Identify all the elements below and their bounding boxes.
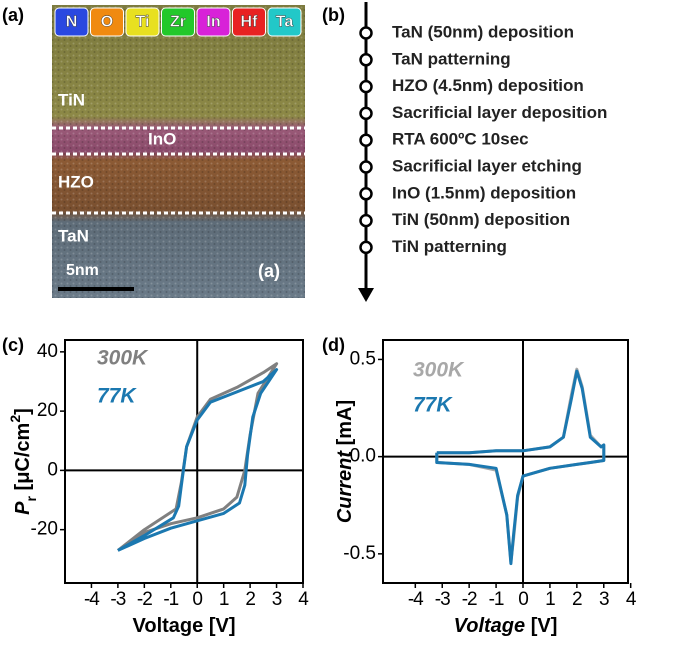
x-axis-label-part: Voltage [V] <box>133 615 236 637</box>
arrow-head <box>358 288 374 302</box>
element-symbol: Ta <box>276 14 294 31</box>
y-tick-label: 20 <box>37 400 58 421</box>
step-node <box>359 160 373 174</box>
y-tick-label: -20 <box>31 519 58 540</box>
element-symbol: Ti <box>136 14 150 31</box>
inner-label: (a) <box>258 261 280 281</box>
step-label: RTA 600ºC 10sec <box>392 130 529 149</box>
y-tick-label: 0.0 <box>350 446 376 467</box>
data-line <box>117 368 279 552</box>
x-tick-label: 3 <box>272 589 282 610</box>
y-tick-label: 0.5 <box>350 348 376 369</box>
element-symbol: O <box>101 14 113 31</box>
plot-frame <box>382 339 629 584</box>
element-badge <box>161 7 195 37</box>
panel-label: (d) <box>322 335 345 355</box>
element-symbol: N <box>66 14 78 31</box>
x-axis-label-part: [V] <box>525 615 557 637</box>
x-tick-label: 4 <box>626 589 637 610</box>
panel-label: (b) <box>322 5 345 25</box>
legend-entry: 77K <box>97 385 137 408</box>
x-axis-label: Voltage [V] <box>454 615 558 637</box>
plot-frame <box>64 339 304 584</box>
step-label: TaN (50nm) deposition <box>392 22 574 41</box>
step-label: HZO (4.5nm) deposition <box>392 76 584 95</box>
y-axis-label-part: Current <box>334 450 356 524</box>
x-axis-label-part: Voltage <box>454 615 526 637</box>
x-tick-label: -2 <box>462 589 477 610</box>
x-axis-label: Voltage [V] <box>133 615 236 637</box>
element-symbol: Zr <box>170 14 186 31</box>
step-node <box>359 133 373 147</box>
x-tick-label: 1 <box>545 589 555 610</box>
y-axis-label-part: [μC/cm <box>12 423 34 496</box>
layer-label: InO <box>148 129 176 148</box>
legend-entry: 77K <box>413 394 453 417</box>
step-node <box>359 26 373 40</box>
panel-label: (c) <box>2 335 24 355</box>
step-node <box>359 213 373 228</box>
element-badge <box>90 7 124 37</box>
y-tick-label: -0.5 <box>343 543 376 564</box>
tem-texture <box>52 5 305 298</box>
step-node <box>359 240 373 255</box>
layer-label: HZO <box>58 172 94 191</box>
step-label: TiN patterning <box>392 237 507 256</box>
x-tick-label: -3 <box>110 589 125 610</box>
y-tick-label: 0 <box>47 459 58 480</box>
y-axis-label-part: ] <box>12 408 34 415</box>
x-tick-label: -4 <box>84 589 100 610</box>
step-node <box>359 53 373 67</box>
element-badge <box>267 7 302 37</box>
scale-bar-label: 5nm <box>66 262 99 279</box>
element-badge <box>125 7 160 37</box>
step-label: TiN (50nm) deposition <box>392 210 570 229</box>
x-tick-label: 3 <box>599 589 609 610</box>
data-line <box>435 369 606 566</box>
x-tick-label: -3 <box>435 589 450 610</box>
element-badge <box>232 7 266 37</box>
element-symbol: Hf <box>241 14 259 31</box>
layer-label: TiN <box>58 90 85 109</box>
x-tick-label: 2 <box>572 589 582 610</box>
step-label: Sacrificial layer deposition <box>392 103 607 122</box>
y-axis-label-part: r <box>23 495 39 501</box>
element-symbol: In <box>206 14 220 31</box>
step-label: InO (1.5nm) deposition <box>392 183 576 202</box>
legend-entry: 300K <box>413 359 465 382</box>
x-tick-label: -1 <box>489 589 504 610</box>
step-label: TaN patterning <box>392 49 511 68</box>
y-axis-label: Current [mA] <box>334 400 356 523</box>
y-axis-label-part: [mA] <box>334 400 356 451</box>
panel-b: (b) TaN (50nm) deposition TaN patterning H… <box>322 2 607 302</box>
panel-label: (a) <box>2 5 24 25</box>
y-tick-label: 40 <box>37 341 58 362</box>
x-tick-label: 0 <box>192 589 202 610</box>
x-tick-label: -1 <box>163 589 178 610</box>
x-tick-label: 4 <box>298 589 309 610</box>
element-badge <box>196 7 231 37</box>
legend-entry: 300K <box>97 347 149 370</box>
element-badge <box>54 7 89 37</box>
x-tick-label: 0 <box>518 589 528 610</box>
panel-a: (a) N O Ti Zr In Hf Ta TiN InO HZO TaN 5nm (a) <box>2 5 305 298</box>
y-axis-label-part: 2 <box>7 415 23 423</box>
x-tick-label: 2 <box>245 589 255 610</box>
x-tick-label: -4 <box>408 589 424 610</box>
step-node <box>359 187 373 201</box>
x-tick-label: -2 <box>137 589 152 610</box>
x-tick-label: 1 <box>219 589 229 610</box>
layer-label: TaN <box>58 226 89 245</box>
y-axis-label-part: P <box>12 501 34 515</box>
step-node <box>359 79 373 94</box>
step-node <box>359 106 373 121</box>
step-label: Sacrificial layer etching <box>392 156 582 175</box>
y-axis-label: Pr [μC/cm2] <box>7 408 39 515</box>
